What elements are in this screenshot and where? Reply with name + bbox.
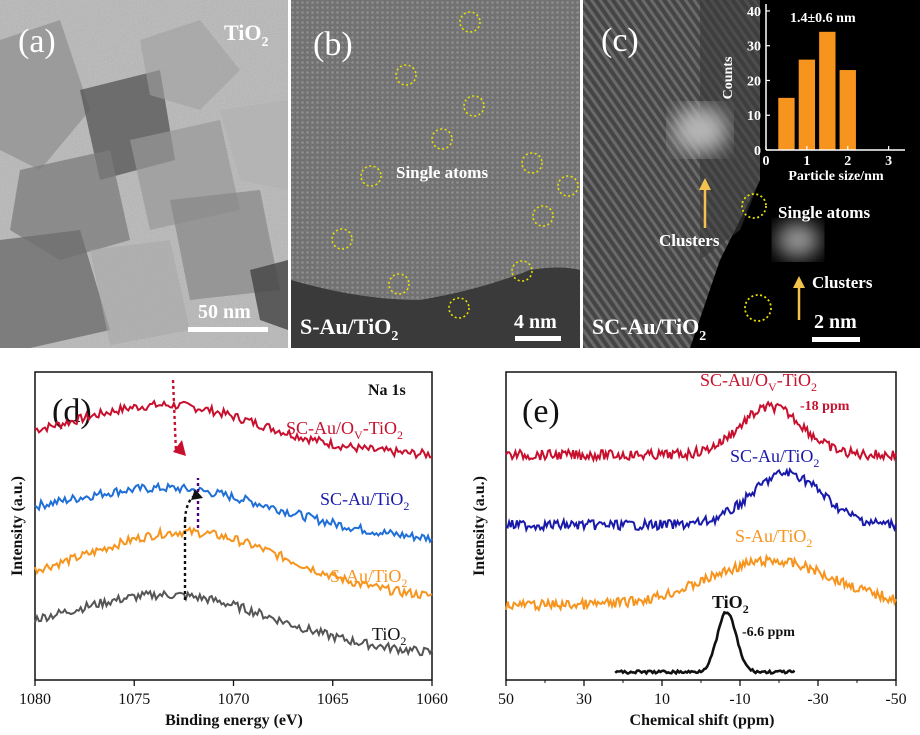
xps-label-sc-ov: SC-Au/OV-TiO2 xyxy=(286,418,403,442)
xps-x-tick: 1060 xyxy=(416,691,448,708)
inset-x-tick: 1 xyxy=(803,154,810,169)
xps-series-line xyxy=(34,399,433,460)
panel-c-clusters-left: Clusters xyxy=(659,231,720,250)
nmr-shift-tio2: -6.6 ppm xyxy=(742,625,795,640)
inset-x-tick: 3 xyxy=(885,154,892,169)
nmr-y-label: Intensity (a.u.) xyxy=(471,476,488,576)
nmr-x-tick: 10 xyxy=(654,691,670,708)
inset-y-tick: 40 xyxy=(747,5,761,20)
xps-x-tick: 1075 xyxy=(118,691,150,708)
xps-series-line xyxy=(34,525,433,600)
inset-y-label: Counts xyxy=(721,56,736,99)
xps-x-tick: 1070 xyxy=(218,691,250,708)
single-atom-circle xyxy=(557,175,579,197)
inset-y-tick: 30 xyxy=(747,40,761,55)
panel-c-letter: (c) xyxy=(601,22,639,59)
single-atom-circle xyxy=(331,228,353,250)
single-atom-circle xyxy=(448,297,470,319)
inset-bar xyxy=(778,97,795,150)
xps-y-label: Intensity (a.u.) xyxy=(9,476,26,576)
xps-x-label: Binding energy (eV) xyxy=(165,712,303,729)
xps-label-s: S-Au/TiO2 xyxy=(330,566,407,590)
panel-a-material: TiO2 xyxy=(224,20,269,50)
panel-b-sample: S-Au/TiO2 xyxy=(300,314,398,344)
panel-e-nmr-chart: (e) 50 30 10 -10 -30 -50 SC-Au/OV-TiO2 -18 pp… xyxy=(471,370,907,729)
nmr-series-line xyxy=(614,610,796,676)
nmr-x-tick: -50 xyxy=(885,691,906,708)
panel-c-clusters-right: Clusters xyxy=(812,273,873,292)
panel-d-xps-chart: (d) Na 1s 1080 1075 1070 1065 1060 SC-Au/OV-… xyxy=(9,371,448,729)
xps-label-tio2: TiO2 xyxy=(372,624,406,648)
single-atom-circle xyxy=(532,205,554,227)
nmr-x-tick: 50 xyxy=(498,691,514,708)
single-atom-circle xyxy=(360,165,382,187)
inset-title: 1.4±0.6 nm xyxy=(790,11,856,26)
nmr-label-tio2: TiO2 xyxy=(712,592,749,616)
single-atom-circle xyxy=(521,152,543,174)
xps-series-line xyxy=(34,589,433,657)
inset-bar xyxy=(839,70,856,150)
inset-bar xyxy=(798,59,816,150)
nmr-series-line xyxy=(505,466,897,534)
inset-x-label: Particle size/nm xyxy=(788,169,884,184)
nmr-series-line xyxy=(505,553,897,613)
single-atom-circle xyxy=(431,128,453,150)
panel-b-annotation: Single atoms xyxy=(396,163,488,182)
inset-x-tick: 0 xyxy=(763,154,770,169)
single-atom-circle xyxy=(741,193,767,219)
xps-element-label: Na 1s xyxy=(368,382,406,399)
single-atom-circle xyxy=(388,273,410,295)
inset-y-tick: 20 xyxy=(747,74,761,89)
panel-c-sample: SC-Au/TiO2 xyxy=(592,314,706,344)
panel-b-letter: (b) xyxy=(313,26,353,63)
inset-y-tick: 0 xyxy=(754,144,761,159)
nmr-label-sc: SC-Au/TiO2 xyxy=(730,446,819,470)
single-atom-circle xyxy=(463,95,485,117)
panel-c-hrtem-image xyxy=(583,0,920,348)
panel-a-scale-label: 50 nm xyxy=(198,301,251,323)
shift-arrowhead-red xyxy=(173,440,186,456)
nmr-x-tick: 30 xyxy=(576,691,592,708)
nmr-x-tick: -10 xyxy=(729,691,750,708)
nmr-x-tick: -30 xyxy=(807,691,828,708)
single-atom-circle xyxy=(459,11,481,33)
panel-b-scale-label: 4 nm xyxy=(514,311,557,333)
panel-a-letter: (a) xyxy=(18,23,56,60)
xps-label-sc: SC-Au/TiO2 xyxy=(320,489,409,513)
xps-x-tick: 1065 xyxy=(317,691,349,708)
shift-arrowhead-black xyxy=(191,489,203,500)
nmr-series-line xyxy=(505,400,897,464)
xps-series-line xyxy=(34,481,433,544)
nmr-label-s: S-Au/TiO2 xyxy=(735,526,812,550)
single-atom-circle xyxy=(395,64,417,86)
inset-y-tick: 10 xyxy=(747,109,761,124)
inset-x-tick: 2 xyxy=(844,154,851,169)
scale-bar xyxy=(515,336,561,341)
panel-b-haadf-image xyxy=(291,0,580,348)
nmr-x-label: Chemical shift (ppm) xyxy=(630,712,775,729)
single-atom-circle xyxy=(744,294,772,322)
single-atom-circle xyxy=(511,260,533,282)
xps-x-tick: 1080 xyxy=(19,691,51,708)
panel-a-tem-image xyxy=(0,0,288,348)
nmr-shift-red: -18 ppm xyxy=(800,399,850,414)
panel-c-scale-label: 2 nm xyxy=(814,311,857,333)
scale-bar xyxy=(188,327,268,332)
scale-bar xyxy=(812,337,860,342)
nmr-label-sc-ov: SC-Au/OV-TiO2 xyxy=(700,370,817,394)
panel-d-letter: (d) xyxy=(52,393,92,430)
shift-marker-red xyxy=(171,379,178,453)
inset-bar xyxy=(819,31,836,150)
panel-e-letter: (e) xyxy=(522,393,560,430)
panel-c-single-atoms: Single atoms xyxy=(778,203,870,222)
